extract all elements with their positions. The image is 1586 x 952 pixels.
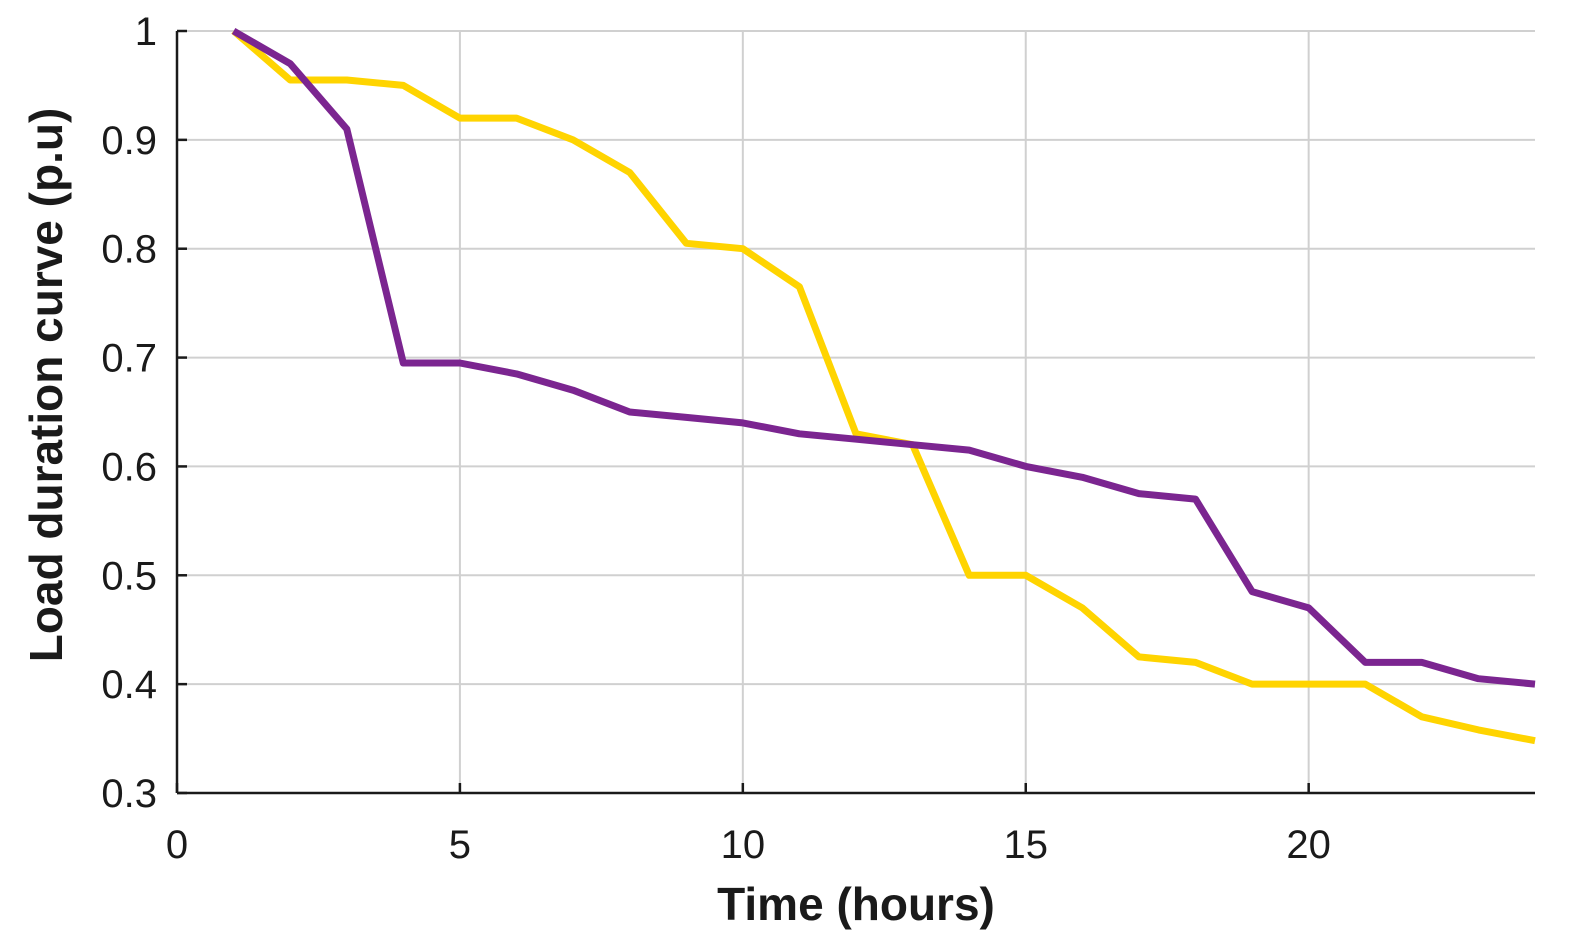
tick-labels: 0 5 10 15 20 0.3 0.4 0.5 0.6 0.7 0.8 0.9 1 (101, 10, 1331, 867)
series-line-2 (231, 27, 1536, 688)
y-tick-label: 0.5 (101, 554, 157, 598)
y-tick-label: 0.9 (101, 119, 157, 163)
x-tick-label: 20 (1286, 823, 1331, 867)
y-tick-label: 0.6 (101, 445, 157, 489)
x-tick-label: 10 (721, 823, 766, 867)
y-tick-label: 0.8 (101, 228, 157, 272)
series-layer (231, 27, 1536, 745)
y-tick-label: 0.7 (101, 337, 157, 381)
y-tick-label: 0.4 (101, 663, 157, 707)
x-axis-title: Time (hours) (717, 878, 995, 930)
grid (177, 30, 1535, 793)
y-tick-label: 1 (135, 10, 157, 54)
y-axis-title: Load duration curve (p.u) (20, 108, 72, 663)
axes (175, 29, 1535, 795)
x-tick-label: 15 (1004, 823, 1049, 867)
x-tick-label: 5 (449, 823, 471, 867)
y-tick-label: 0.3 (101, 772, 157, 816)
x-tick-label: 0 (166, 823, 188, 867)
